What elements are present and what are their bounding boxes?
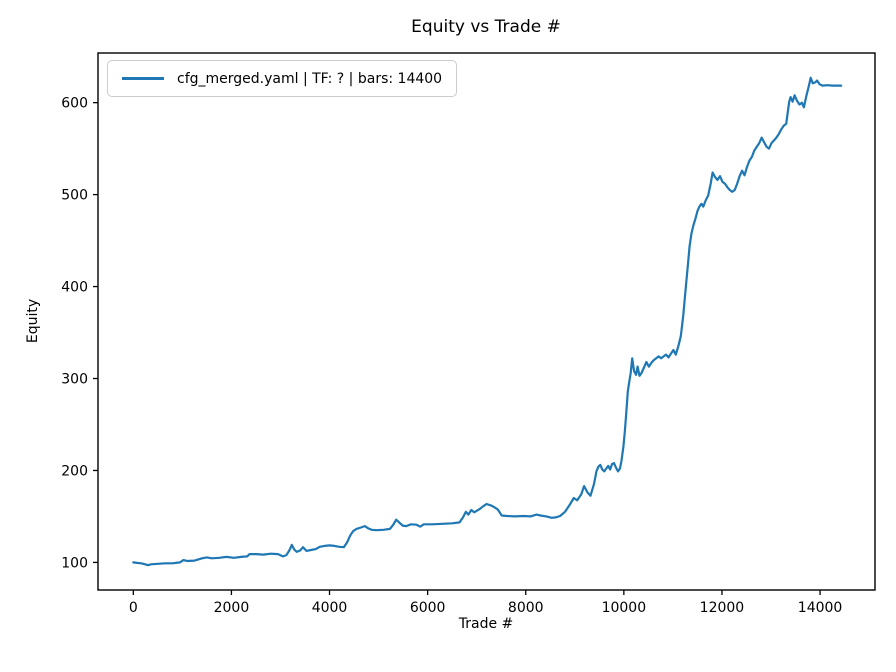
legend-label: cfg_merged.yaml | TF: ? | bars: 14400 bbox=[177, 70, 443, 87]
chart-title: Equity vs Trade # bbox=[411, 17, 561, 37]
equity-curve bbox=[132, 76, 843, 567]
legend-line-sample bbox=[122, 77, 164, 80]
y-tick-label: 300 bbox=[61, 372, 88, 388]
x-tick-label: 4000 bbox=[312, 600, 348, 616]
x-tick-label: 12000 bbox=[700, 600, 745, 616]
y-tick-label: 400 bbox=[61, 280, 88, 296]
y-tick-label: 600 bbox=[61, 96, 88, 112]
y-tick-label: 200 bbox=[61, 463, 88, 479]
legend: cfg_merged.yaml | TF: ? | bars: 14400 bbox=[107, 60, 458, 97]
axes-frame bbox=[97, 52, 876, 591]
x-tick-label: 10000 bbox=[602, 600, 647, 616]
x-tick-label: 2000 bbox=[214, 600, 250, 616]
y-axis-label: Equity bbox=[25, 298, 41, 344]
x-axis-label: Trade # bbox=[458, 616, 514, 632]
x-tick-label: 8000 bbox=[508, 600, 544, 616]
x-tick-label: 6000 bbox=[410, 600, 446, 616]
x-tick-label: 0 bbox=[129, 600, 138, 616]
x-tick-label: 14000 bbox=[798, 600, 843, 616]
y-tick-label: 500 bbox=[61, 188, 88, 204]
y-tick-label: 100 bbox=[61, 555, 88, 571]
